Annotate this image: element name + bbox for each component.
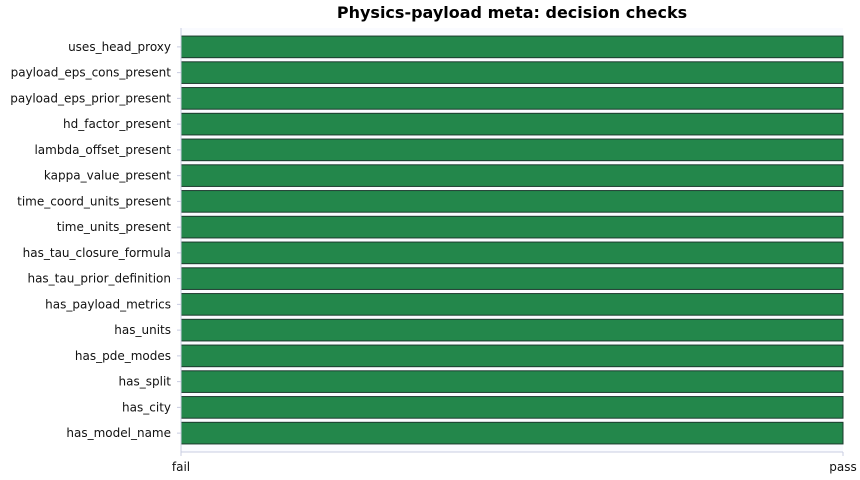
x-tick-labels: fail pass	[172, 452, 857, 474]
y-tick-label: has_units	[114, 323, 171, 337]
bar-has_tau_closure_formula	[180, 241, 844, 265]
y-tick-label: has_tau_closure_formula	[23, 246, 171, 260]
bar-lambda_offset_present	[180, 138, 844, 162]
bar-has_model_name	[180, 421, 844, 445]
y-tick-label: has_payload_metrics	[45, 297, 171, 311]
y-tick-label: time_coord_units_present	[17, 194, 171, 208]
bar-has_pde_modes	[180, 344, 844, 368]
bar-payload_eps_cons_present	[180, 61, 844, 84]
y-tick-label: payload_eps_cons_present	[11, 66, 172, 80]
bar-time_coord_units_present	[180, 190, 844, 213]
y-tick-label: has_pde_modes	[75, 349, 171, 363]
y-tick-label: has_city	[122, 400, 171, 414]
y-tick-label: payload_eps_prior_present	[10, 91, 171, 105]
bar-payload_eps_prior_present	[180, 87, 844, 110]
y-tick-labels: uses_head_proxy payload_eps_cons_presentp…	[10, 40, 181, 440]
y-tick-label: kappa_value_present	[44, 169, 171, 183]
bar-has_payload_metrics	[180, 293, 844, 316]
bar-kappa_value_present	[180, 164, 844, 187]
bar-uses_head_proxy	[180, 35, 844, 59]
y-tick-label: lambda_offset_present	[34, 143, 171, 157]
bar-has_tau_prior_definition	[180, 267, 844, 290]
y-tick-label: has_tau_prior_definition	[27, 272, 171, 286]
y-tick-label: has_split	[119, 375, 172, 389]
y-tick-label: has_model_name	[66, 426, 171, 440]
bar-has_city	[180, 396, 844, 419]
bar-has_units	[180, 318, 844, 342]
bar-time_units_present	[180, 215, 844, 239]
y-tick-label: hd_factor_present	[63, 117, 171, 131]
bar-has_split	[180, 370, 844, 393]
bar-hd_factor_present	[180, 112, 844, 136]
y-tick-label: time_units_present	[57, 220, 172, 234]
chart-title: Physics-payload meta: decision checks	[337, 3, 687, 22]
x-tick-label-pass: pass	[829, 460, 856, 474]
x-tick-label-fail: fail	[172, 460, 190, 474]
y-tick-label: uses_head_proxy	[68, 40, 171, 54]
